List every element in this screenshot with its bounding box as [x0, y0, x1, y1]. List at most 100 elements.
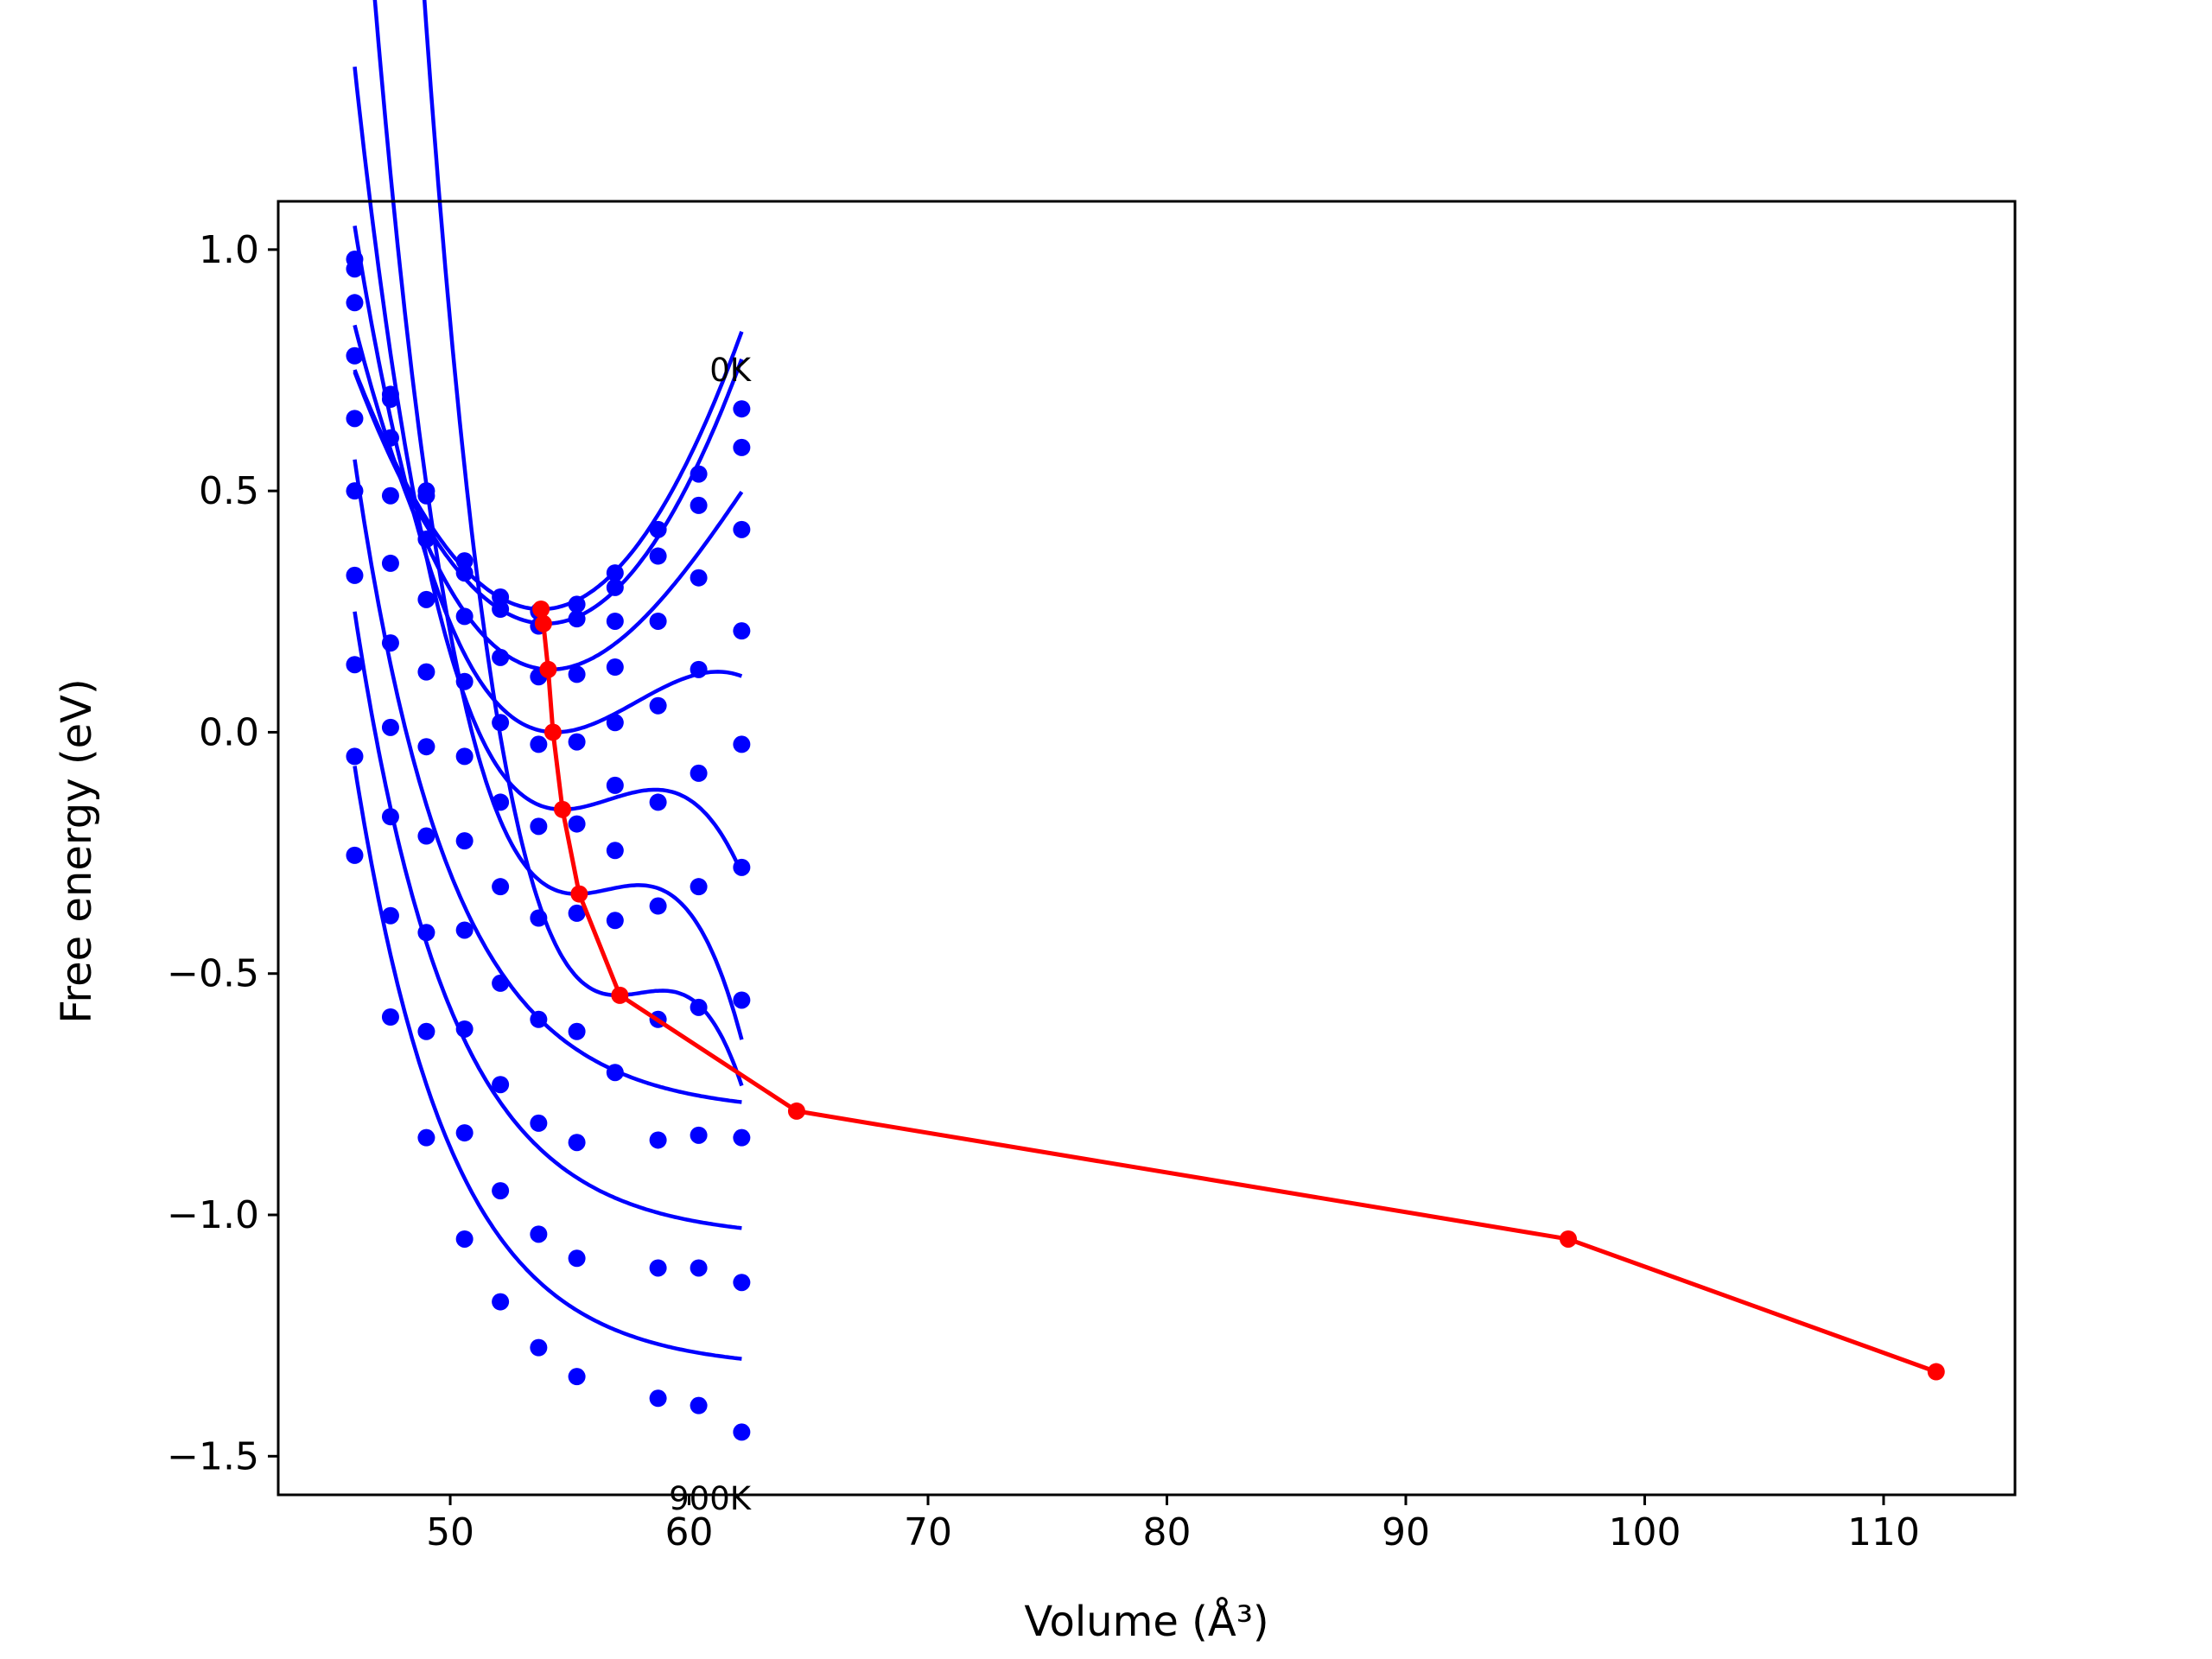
data-point: [649, 897, 667, 915]
data-point: [733, 735, 751, 753]
x-tick-label: 110: [1847, 1510, 1920, 1554]
data-point: [733, 1274, 751, 1292]
data-point: [530, 1010, 548, 1028]
data-point: [346, 747, 364, 766]
data-point: [530, 735, 548, 753]
minimum-path-point: [532, 601, 550, 619]
fit-curve: [422, 0, 744, 1087]
data-point: [417, 486, 435, 505]
data-point: [568, 1249, 586, 1268]
data-point: [381, 906, 399, 925]
data-point: [733, 438, 751, 456]
x-tick-label: 50: [426, 1510, 474, 1554]
data-point: [606, 842, 624, 860]
data-point: [733, 1423, 751, 1441]
minimum-path-line: [538, 608, 1937, 1374]
data-point: [417, 663, 435, 681]
data-point: [733, 400, 751, 418]
fit-curve: [372, 0, 744, 1040]
data-point: [568, 595, 586, 613]
data-point: [455, 607, 474, 626]
data-point: [568, 1134, 586, 1152]
data-point: [690, 660, 708, 678]
y-tick-label: 0.5: [199, 469, 259, 513]
annotation-0k: 0K: [709, 352, 753, 389]
data-point: [690, 878, 708, 896]
x-tick-label: 100: [1608, 1510, 1681, 1554]
data-point: [733, 991, 751, 1009]
data-point: [606, 612, 624, 630]
data-point: [492, 1076, 510, 1094]
data-point: [455, 747, 474, 766]
data-point: [530, 817, 548, 836]
y-axis-label: Free energy (eV): [53, 678, 101, 1023]
data-point: [346, 260, 364, 278]
data-point: [568, 733, 586, 751]
data-point: [568, 665, 586, 683]
data-point: [690, 764, 708, 782]
data-point: [346, 846, 364, 864]
data-point: [346, 346, 364, 365]
data-point: [606, 1064, 624, 1082]
data-point: [346, 566, 364, 584]
data-point: [417, 738, 435, 756]
data-point: [649, 696, 667, 715]
axes-frame: [276, 200, 2017, 1497]
y-axis: 1.0 0.5 0.0 −0.5 −1.0 −1.5: [167, 228, 278, 1478]
fit-curve: [353, 766, 742, 1361]
data-point: [381, 429, 399, 447]
x-axis: 50 60 70 80 90 100 110: [426, 1495, 1920, 1554]
minimum-path-point: [611, 986, 629, 1004]
data-point: [492, 974, 510, 992]
data-point: [568, 815, 586, 833]
data-point: [568, 1368, 586, 1386]
data-point: [649, 520, 667, 538]
x-tick-label: 70: [904, 1510, 952, 1554]
data-point: [455, 1230, 474, 1248]
data-point: [381, 1008, 399, 1027]
data-point: [417, 924, 435, 942]
data-point: [455, 564, 474, 582]
data-point: [606, 714, 624, 732]
data-point: [649, 1259, 667, 1277]
data-point: [733, 1128, 751, 1147]
minimum-path-point: [543, 723, 562, 741]
data-point: [381, 554, 399, 572]
data-point: [417, 1128, 435, 1147]
x-axis-label: Volume (Å³): [1024, 1597, 1268, 1646]
data-point: [346, 294, 364, 312]
data-point: [649, 547, 667, 565]
data-point: [492, 1293, 510, 1311]
data-point: [690, 496, 708, 514]
data-point: [649, 612, 667, 630]
minimum-path-point: [787, 1102, 805, 1120]
data-point: [455, 1020, 474, 1038]
data-point: [455, 921, 474, 939]
data-point: [690, 1126, 708, 1144]
y-tick-label: −0.5: [167, 952, 259, 996]
fit-curve: [353, 459, 742, 1104]
data-point: [455, 1124, 474, 1142]
data-point: [606, 912, 624, 930]
minimum-path-point: [1927, 1363, 1945, 1381]
data-point: [417, 827, 435, 845]
data-point: [733, 622, 751, 640]
data-point: [530, 1338, 548, 1357]
data-point: [690, 998, 708, 1016]
y-tick-label: −1.0: [167, 1193, 259, 1237]
data-point: [492, 793, 510, 811]
minimum-path-point: [534, 614, 552, 632]
data-point: [606, 564, 624, 582]
data-point: [649, 793, 667, 811]
data-point: [530, 1114, 548, 1132]
y-tick-label: −1.5: [167, 1434, 259, 1478]
fit-curve: [353, 611, 742, 1230]
data-point: [417, 1022, 435, 1040]
x-tick-label: 90: [1382, 1510, 1430, 1554]
data-point: [381, 808, 399, 826]
data-point: [530, 909, 548, 927]
data-point: [690, 569, 708, 587]
plot-area: [346, 0, 1945, 1441]
data-point: [606, 658, 624, 677]
